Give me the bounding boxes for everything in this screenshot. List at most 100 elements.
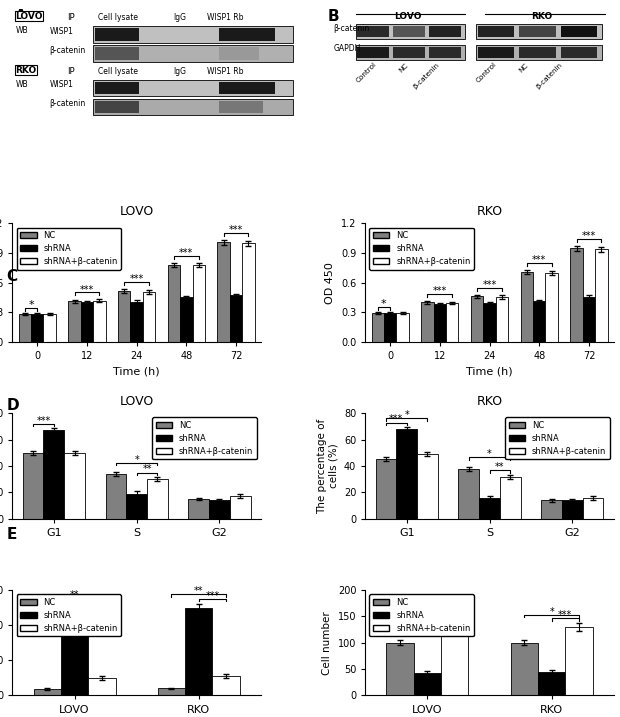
Bar [43,314,56,342]
Bar [376,460,396,519]
Bar [92,98,293,115]
Bar [19,314,31,342]
Bar [546,273,558,342]
Bar [93,300,105,342]
Legend: NC, shRNA, shRNA+b-catenin: NC, shRNA, shRNA+b-catenin [370,594,474,636]
Text: ***: *** [80,285,94,295]
Text: B: B [327,9,339,24]
Bar [560,47,597,58]
Bar [219,82,275,95]
Bar [562,500,583,519]
Bar [68,301,81,342]
Bar [92,45,293,62]
Bar [230,496,250,519]
Bar [471,296,484,342]
X-axis label: Time (h): Time (h) [466,366,513,376]
Bar [213,676,240,695]
Bar [560,26,597,37]
Text: ***: *** [205,591,219,601]
Text: β-catenin: β-catenin [412,62,441,90]
Legend: NC, shRNA, shRNA+β-catenin: NC, shRNA, shRNA+β-catenin [17,594,121,636]
Bar [180,297,193,342]
Bar [384,313,396,342]
Bar [147,479,168,519]
Text: **: ** [84,594,93,604]
Text: IP: IP [67,67,74,77]
Text: ***: *** [558,609,572,619]
Bar [357,26,389,37]
Bar [185,607,213,695]
Legend: NC, shRNA, shRNA+β-catenin: NC, shRNA, shRNA+β-catenin [17,227,121,270]
Text: **: ** [423,609,432,619]
Bar [92,26,293,43]
Bar [33,689,61,695]
Text: ***: *** [130,275,144,285]
Text: *: * [549,607,554,617]
Bar [414,673,441,695]
Text: *: * [135,455,139,465]
Text: GAPDH: GAPDH [333,44,360,53]
Bar [218,242,230,342]
Y-axis label: OD 450: OD 450 [326,262,335,304]
Bar [477,26,514,37]
Bar [570,248,583,342]
Bar [193,265,205,342]
Bar [441,630,469,695]
Bar [130,302,143,342]
Bar [242,243,255,342]
Bar [356,24,465,39]
Text: ***: *** [37,416,51,426]
Bar [533,301,546,342]
Bar [511,642,538,695]
Bar [521,272,533,342]
Bar [583,498,603,519]
Text: ***: *** [179,248,193,258]
Bar [219,28,275,41]
Bar [595,249,608,342]
Bar [230,295,242,342]
Text: C: C [6,269,17,284]
Bar [95,28,139,41]
Bar [188,499,209,519]
Bar [209,500,230,519]
Text: IgG: IgG [173,13,186,22]
Title: RKO: RKO [477,395,503,408]
Title: RKO: RKO [477,205,503,218]
Text: β-catenin: β-catenin [536,62,564,90]
Bar [219,100,263,113]
Bar [23,453,43,519]
Bar [477,47,514,58]
Bar [95,100,139,113]
Bar [95,82,139,95]
Y-axis label: The percentage of
cells (%): The percentage of cells (%) [317,419,339,513]
Text: E: E [6,527,17,542]
Bar [429,47,461,58]
Text: NC: NC [397,62,409,73]
X-axis label: Time (h): Time (h) [113,366,160,376]
Bar [31,314,43,342]
Text: Control: Control [355,62,378,84]
Text: ***: *** [389,414,404,424]
Text: Control: Control [475,62,498,84]
Bar [476,24,603,39]
Bar [393,26,425,37]
Bar [95,47,139,60]
Bar [64,453,85,519]
Legend: NC, shRNA, shRNA+β-catenin: NC, shRNA, shRNA+β-catenin [370,227,474,270]
Text: **: ** [142,465,152,475]
Text: A: A [16,9,27,24]
Text: **: ** [194,587,203,597]
Text: ***: *** [229,225,243,235]
Text: RKO: RKO [16,66,37,75]
Bar [519,47,556,58]
Bar [88,678,115,695]
Text: β-catenin: β-catenin [50,46,86,54]
Bar [496,297,508,342]
Bar [393,47,425,58]
Text: WISP1 Rb: WISP1 Rb [207,13,244,22]
Text: NC: NC [518,62,529,73]
Bar [81,302,93,342]
Bar [371,313,384,342]
Bar [446,303,458,342]
Text: ***: *** [433,285,447,295]
